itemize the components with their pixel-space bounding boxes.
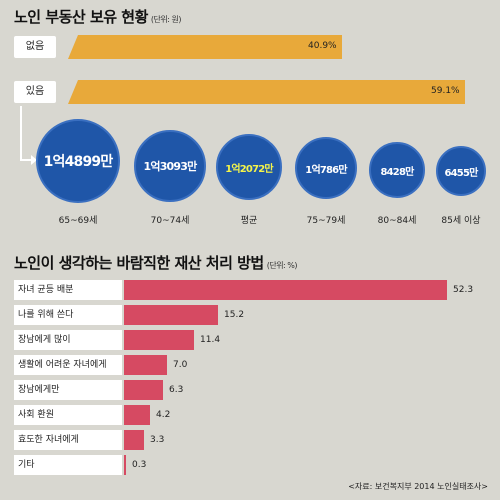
connector-line-horizontal (20, 159, 32, 161)
disposal-label: 자녀 균등 배분 (14, 280, 122, 300)
disposal-title: 노인이 생각하는 바람직한 재산 처리 방법 (단위: %) (14, 252, 298, 273)
disposal-label: 나를 위해 쓴다 (14, 305, 122, 325)
disposal-bar (124, 455, 126, 475)
disposal-label: 생활에 어려운 자녀에게 (14, 355, 122, 375)
disposal-label: 기타 (14, 455, 122, 475)
disposal-bar (124, 405, 150, 425)
disposal-label: 사회 환원 (14, 405, 122, 425)
age-group-label: 70~74세 (150, 216, 190, 226)
ownership-bar (68, 80, 465, 104)
disposal-value-label: 7.0 (173, 360, 188, 370)
disposal-value-label: 11.4 (200, 335, 221, 345)
ownership-label: 없음 (14, 36, 56, 58)
disposal-value-label: 0.3 (132, 460, 147, 470)
disposal-bar (124, 430, 144, 450)
disposal-bar (124, 280, 447, 300)
disposal-value-label: 15.2 (224, 310, 245, 320)
disposal-unit: (단위: %) (266, 261, 298, 270)
ownership-label: 있음 (14, 81, 56, 103)
age-group-label: 75~79세 (306, 216, 346, 226)
connector-line (20, 106, 22, 161)
age-group-label: 80~84세 (377, 216, 417, 226)
asset-circle: 1억2072만 (216, 134, 282, 200)
disposal-value-label: 6.3 (169, 385, 184, 395)
disposal-title-text: 노인이 생각하는 바람직한 재산 처리 방법 (14, 254, 264, 272)
asset-circle: 1억3093만 (134, 130, 206, 202)
connector-arrow-icon (31, 155, 37, 165)
disposal-label: 장남에게만 (14, 380, 122, 400)
source-note: <자료: 보건복지부 2014 노인실태조사> (348, 482, 488, 491)
disposal-value-label: 52.3 (453, 285, 474, 295)
asset-circle: 1억4899만 (36, 119, 120, 203)
age-group-label: 85세 이상 (441, 216, 481, 226)
asset-circle: 6455만 (436, 146, 486, 196)
disposal-bar (124, 380, 163, 400)
ownership-bar-track: 40.9% (68, 35, 484, 59)
ownership-title-text: 노인 부동산 보유 현황 (14, 8, 148, 26)
ownership-bar-track: 59.1% (68, 80, 484, 104)
disposal-bar (124, 355, 167, 375)
age-group-label: 평균 (240, 216, 258, 226)
age-group-label: 65~69세 (58, 216, 98, 226)
disposal-label: 장남에게 많이 (14, 330, 122, 350)
disposal-bar (124, 305, 218, 325)
ownership-value-label: 59.1% (431, 86, 460, 96)
ownership-bar (68, 35, 342, 59)
asset-circle: 8428만 (369, 142, 425, 198)
disposal-label: 효도한 자녀에게 (14, 430, 122, 450)
ownership-title: 노인 부동산 보유 현황 (단위: 원) (14, 6, 181, 27)
disposal-value-label: 3.3 (150, 435, 165, 445)
ownership-value-label: 40.9% (308, 41, 337, 51)
asset-circle: 1억786만 (295, 137, 357, 199)
disposal-bar (124, 330, 194, 350)
disposal-value-label: 4.2 (156, 410, 171, 420)
ownership-unit: (단위: 원) (150, 15, 182, 24)
